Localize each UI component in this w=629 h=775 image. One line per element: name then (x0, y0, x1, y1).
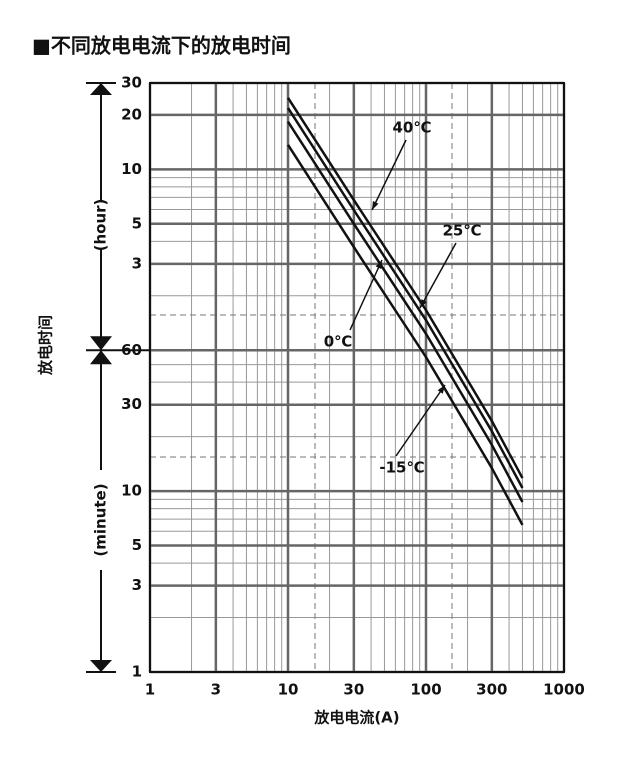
series-line (286, 121, 524, 503)
y-unit-upper: (hour) (92, 199, 110, 252)
y-tick-label: 20 (121, 105, 142, 123)
x-tick-label: 3 (211, 681, 221, 699)
x-tick-label: 30 (343, 681, 364, 699)
series-label: 0℃ (324, 333, 353, 351)
y-tick-label: 1 (132, 663, 142, 681)
x-tick-label: 10 (278, 681, 299, 699)
arrow-head (375, 260, 382, 269)
y-tick-label: 10 (121, 160, 142, 178)
y-tick-label: 3 (132, 576, 142, 594)
y-tick-label: 30 (121, 395, 142, 413)
series-line (286, 107, 524, 489)
x-axis-label: 放电电流(A) (313, 709, 399, 727)
arrow-head (437, 385, 445, 394)
label-arrow (371, 139, 407, 211)
arrow-head (372, 201, 379, 210)
series-label: 25℃ (442, 222, 481, 240)
chart-title: ■不同放电电流下的放电时间 (32, 34, 291, 58)
x-tick-label: 300 (476, 681, 507, 699)
y-tick-label: 3 (132, 254, 142, 272)
y-axis-label: 放电时间 (37, 315, 55, 376)
y-tick-label: 5 (132, 536, 142, 554)
label-arrow (395, 384, 446, 457)
series-label: -15℃ (379, 459, 424, 477)
label-arrow (419, 242, 457, 309)
y-unit-lower: (minute) (92, 483, 110, 556)
label-arrow (349, 259, 383, 331)
series-label: 40℃ (392, 119, 431, 137)
y-tick-label: 30 (121, 74, 142, 92)
y-tick-label: 5 (132, 214, 142, 232)
x-tick-label: 100 (410, 681, 441, 699)
y-tick-label: 10 (121, 482, 142, 500)
arrow-head (420, 299, 427, 308)
series-line (286, 97, 524, 479)
x-tick-label: 1 (145, 681, 155, 699)
series-line (286, 144, 524, 526)
x-tick-label: 1000 (543, 681, 585, 699)
plot-frame (149, 82, 565, 673)
